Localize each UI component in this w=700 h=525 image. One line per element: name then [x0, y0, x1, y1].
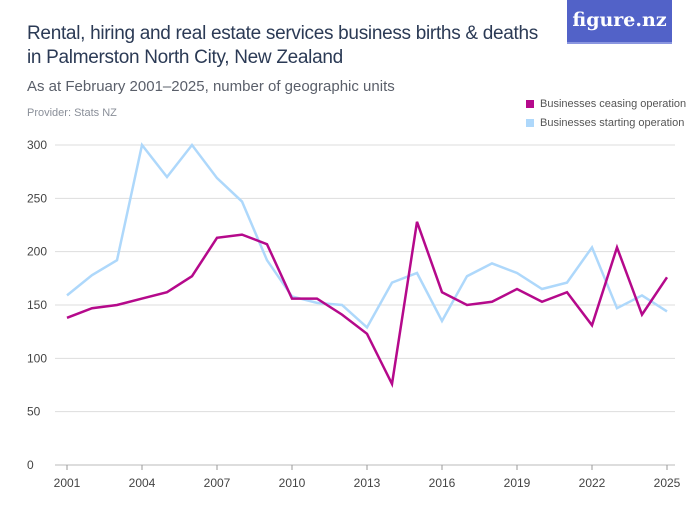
- chart-subtitle: As at February 2001–2025, number of geog…: [27, 78, 395, 95]
- x-tick-label: 2010: [279, 476, 306, 490]
- x-tick-label: 2019: [504, 476, 531, 490]
- y-tick-label: 250: [27, 191, 47, 205]
- provider-label: Provider: Stats NZ: [27, 107, 117, 119]
- x-tick-label: 2025: [654, 476, 681, 490]
- legend-label-starting: Businesses starting operation: [540, 116, 685, 129]
- chart-title: Rental, hiring and real estate services …: [27, 23, 538, 68]
- figure-nz-logo[interactable]: figure.nz: [567, 0, 672, 44]
- series-line-ceasing: [66, 221, 669, 389]
- x-tick-label: 2007: [204, 476, 231, 490]
- y-tick-label: 200: [27, 245, 47, 259]
- y-tick-label: 100: [27, 351, 47, 365]
- x-tick-label: 2004: [129, 476, 156, 490]
- series-line-starting: [66, 142, 668, 330]
- x-tick-label: 2016: [429, 476, 456, 490]
- y-tick-label: 150: [27, 298, 47, 312]
- legend-swatch-ceasing: [526, 99, 534, 108]
- legend-label-ceasing: Businesses ceasing operation: [540, 97, 687, 110]
- legend-swatch-starting: [526, 118, 534, 127]
- x-tick-label: 2022: [579, 476, 606, 490]
- legend: Businesses ceasing operation Businesses …: [526, 94, 686, 132]
- y-tick-label: 300: [27, 138, 47, 152]
- legend-item-starting: Businesses starting operation: [526, 113, 686, 132]
- y-tick-label: 50: [27, 405, 41, 419]
- y-tick-label: 0: [27, 458, 34, 472]
- x-tick-label: 2001: [54, 476, 81, 490]
- x-tick-label: 2013: [354, 476, 381, 490]
- legend-item-ceasing: Businesses ceasing operation: [526, 94, 686, 113]
